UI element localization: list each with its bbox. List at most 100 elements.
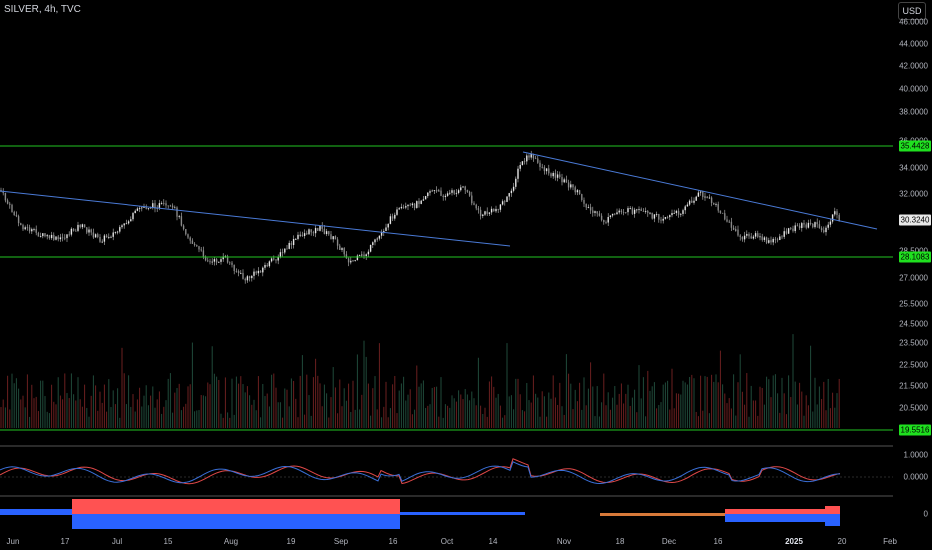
candle-body [523,161,526,163]
oscillator-lines [0,458,841,485]
candle-body [330,234,332,240]
candle-body [211,261,213,263]
candle-body [44,233,46,237]
volume-bar [436,386,438,428]
volume-bar [697,416,699,428]
candle-body [596,211,598,214]
candle-body [90,229,92,233]
candle-body [220,259,222,262]
chart-canvas[interactable] [0,0,893,534]
time-label-year: 2025 [785,537,803,546]
volume-bar [693,378,695,428]
candle-body [741,236,744,240]
candle-body [268,261,271,267]
volume-bar [447,405,449,428]
volume-bar [141,406,143,428]
volume-bar [466,394,468,428]
volume-bar [546,416,548,428]
candle-body [108,237,110,238]
volume-bar [348,383,350,428]
volume-bar [669,409,671,428]
candle-body [779,236,781,241]
volume-bar [306,374,308,428]
volume-bar [0,407,2,428]
volume-bar [801,391,803,428]
price-tick: 32.0000 [899,189,928,199]
candle-body [70,228,73,235]
candle-body [693,200,695,203]
candle-body [504,201,506,203]
candle-body [112,232,114,237]
volume-bar [678,393,680,428]
candle-body [515,178,517,187]
candle-body [171,205,174,208]
volume-bar [739,354,741,428]
candle-body [730,221,733,228]
candle-body [231,262,233,265]
volume-bar [310,415,312,428]
candle-body [237,271,240,274]
volume-bar [484,407,486,428]
volume-bar [339,379,341,428]
volume-bar [427,405,429,428]
volume-bar [480,405,482,428]
volume-bar [332,367,334,428]
candle-body [559,174,561,178]
volume-bar [172,412,174,428]
candle-body [818,224,821,229]
candle-body [662,218,664,221]
volume-bar [299,375,301,428]
candle-body [420,200,422,204]
volume-bar [449,407,451,428]
volume-bar [189,384,191,428]
candle-body [636,209,638,211]
volume-bar [420,383,422,428]
volume-bar [807,405,809,428]
volume-bar [130,406,132,428]
volume-bar [154,407,156,428]
candle-body [279,252,282,258]
volume-bar [777,393,779,428]
volume-bar [768,379,770,428]
price-scale[interactable]: 46.0000 44.0000 42.0000 40.0000 38.0000 … [893,0,932,535]
volume-bar [510,395,512,428]
candle-body [284,248,286,253]
candle-body [358,255,361,256]
volume-bar [288,406,290,428]
currency-button[interactable]: USD [898,2,926,20]
candle-body [809,222,812,225]
volume-bar [788,375,790,428]
volume-bar [152,386,154,428]
volume-bar [394,375,396,428]
candle-body [152,203,154,208]
volume-bar [328,417,330,428]
candle-body [633,209,636,214]
candle-body [717,204,719,211]
volume-bar [733,374,735,428]
volume-bar [730,408,732,428]
volume-bar [464,389,466,428]
volume-bar [803,415,805,428]
volume-bar [737,382,739,428]
volume-bar [653,382,655,428]
candle-body [132,213,134,220]
volume-bar [431,387,433,428]
time-axis[interactable]: Jun 17 Jul 15 Aug 19 Sep 16 Oct 14 Nov 1… [0,534,897,550]
volume-bar [73,394,75,428]
candle-body [345,254,348,259]
volume-bar [365,356,367,428]
volume-bar [592,386,594,428]
volume-bar [825,410,827,428]
volume-bar [429,404,431,428]
volume-bar [293,380,295,428]
candle-body [28,227,31,232]
candle-body [669,215,671,218]
candle-body [61,237,64,239]
candle-body [552,173,554,177]
candle-body [198,246,200,250]
volume-bar [409,389,411,428]
candle-body [143,207,145,208]
candle-body [706,196,708,199]
candle-body [68,234,70,236]
candle-body [673,213,675,214]
